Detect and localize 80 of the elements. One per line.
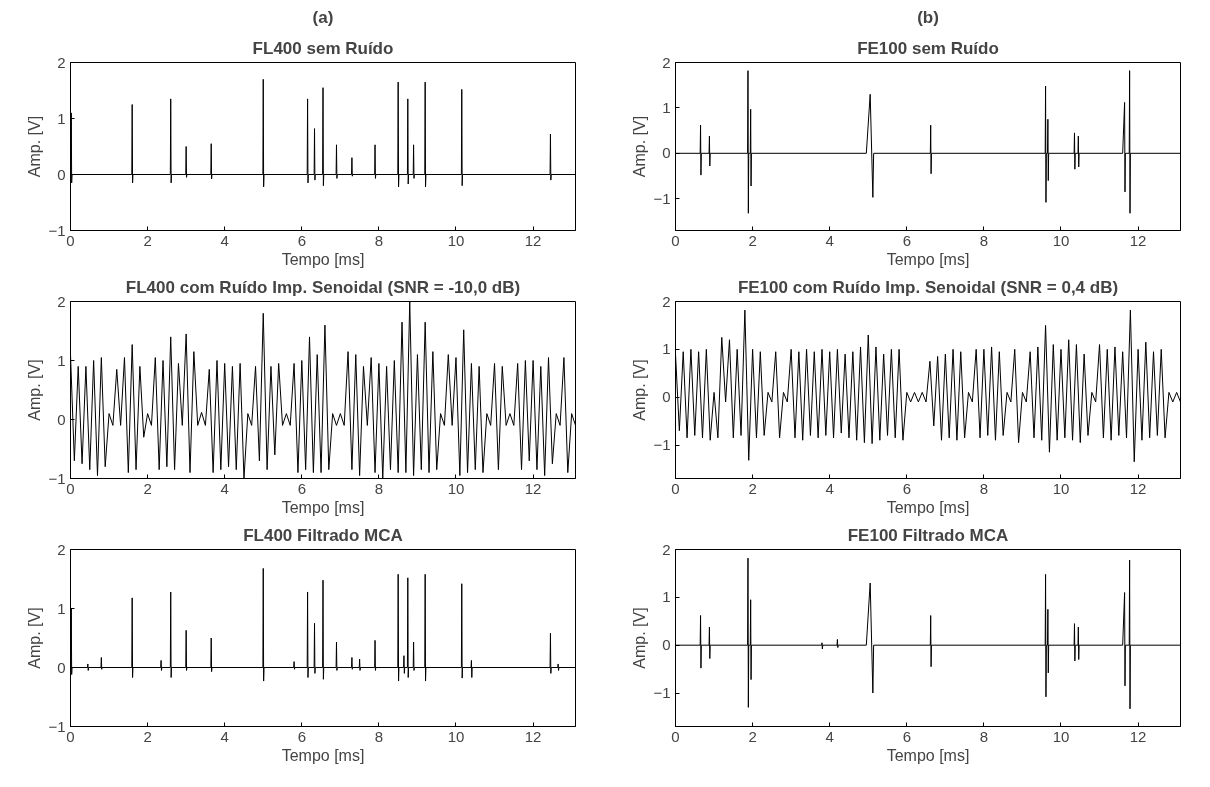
y-tick-label: 0	[662, 388, 671, 406]
y-tick-label: 2	[57, 292, 66, 310]
y-tick-label: 0	[57, 658, 66, 676]
x-tick-label: 8	[979, 727, 989, 745]
chart-title: FL400 Filtrado MCA	[243, 525, 403, 545]
x-tick-label: 10	[447, 231, 465, 249]
x-tick-label: 10	[1052, 479, 1070, 497]
x-tick-label: 6	[297, 231, 306, 249]
chart-title: FE100 com Ruído Imp. Senoidal (SNR = 0,4 dB)	[737, 277, 1119, 297]
y-tick-label: −1	[653, 189, 671, 207]
x-tick-label: 4	[825, 231, 834, 249]
y-axis-title: Amp. [V]	[26, 607, 44, 669]
y-tick-label: −1	[653, 436, 671, 454]
y-tick-label: 2	[57, 540, 66, 558]
y-axis-title: Amp. [V]	[631, 607, 649, 669]
x-tick-label: 4	[220, 231, 229, 249]
x-tick-label: 8	[374, 727, 384, 745]
y-tick-label: 1	[662, 340, 671, 358]
y-tick-label: 2	[662, 53, 671, 71]
chart-subtitle: FE100 sem Ruído	[857, 38, 999, 58]
x-tick-label: 2	[143, 231, 152, 249]
x-tick-label: 10	[447, 727, 465, 745]
x-tick-label: 10	[1052, 727, 1070, 745]
x-tick-label: 10	[447, 479, 465, 497]
x-tick-label: 4	[825, 479, 834, 497]
x-tick-label: 2	[748, 231, 757, 249]
x-tick-label: 2	[748, 479, 757, 497]
y-axis-title: Amp. [V]	[631, 359, 649, 421]
x-tick-label: 2	[748, 727, 757, 745]
x-tick-label: 8	[374, 231, 384, 249]
x-tick-label: 6	[297, 727, 306, 745]
x-tick-label: 4	[825, 727, 834, 745]
y-tick-label: −1	[48, 469, 66, 487]
x-tick-label: 6	[297, 479, 306, 497]
x-tick-label: 2	[143, 727, 152, 745]
chart-title: FE100 Filtrado MCA	[847, 525, 1009, 545]
x-tick-label: 12	[1129, 231, 1147, 249]
chart-title: (a)	[312, 7, 334, 27]
y-tick-label: 0	[57, 410, 66, 428]
x-tick-label: 6	[902, 727, 911, 745]
x-tick-label: 2	[143, 479, 152, 497]
y-tick-label: 0	[662, 144, 671, 162]
x-tick-label: 8	[979, 231, 989, 249]
y-tick-label: −1	[48, 717, 66, 735]
x-axis-title: Tempo [ms]	[886, 746, 970, 764]
y-axis-title: Amp. [V]	[26, 359, 44, 421]
x-tick-label: 12	[1129, 727, 1147, 745]
x-axis-title: Tempo [ms]	[886, 498, 970, 516]
x-tick-label: 8	[374, 479, 384, 497]
chart-title: FL400 com Ruído Imp. Senoidal (SNR = -10,0 dB)	[125, 277, 521, 297]
x-tick-label: 4	[220, 479, 229, 497]
y-tick-label: 1	[57, 351, 66, 369]
y-tick-label: 0	[57, 165, 66, 183]
x-tick-label: 6	[902, 231, 911, 249]
y-axis-title: Amp. [V]	[631, 115, 649, 178]
y-tick-label: −1	[653, 684, 671, 702]
y-tick-label: 0	[662, 636, 671, 654]
x-tick-label: 12	[524, 727, 542, 745]
chart-subtitle: FL400 sem Ruído	[252, 38, 394, 58]
y-tick-label: 1	[662, 588, 671, 606]
x-axis-title: Tempo [ms]	[886, 250, 970, 268]
x-axis-title: Tempo [ms]	[281, 250, 365, 268]
x-tick-label: 8	[979, 479, 989, 497]
x-tick-label: 10	[1052, 231, 1070, 249]
y-tick-label: 2	[57, 53, 66, 71]
x-tick-label: 6	[902, 479, 911, 497]
y-axis-title: Amp. [V]	[26, 115, 44, 178]
x-axis-title: Tempo [ms]	[281, 746, 365, 764]
x-tick-label: 12	[524, 231, 542, 249]
chart-title: (b)	[917, 7, 939, 27]
x-tick-label: 12	[524, 479, 542, 497]
y-tick-label: 1	[57, 599, 66, 617]
y-tick-label: 1	[662, 98, 671, 116]
y-tick-label: 2	[662, 292, 671, 310]
x-tick-label: 12	[1129, 479, 1147, 497]
y-tick-label: 1	[57, 109, 66, 127]
y-tick-label: 2	[662, 540, 671, 558]
x-axis-title: Tempo [ms]	[281, 498, 365, 516]
x-tick-label: 4	[220, 727, 229, 745]
y-tick-label: −1	[48, 221, 66, 239]
